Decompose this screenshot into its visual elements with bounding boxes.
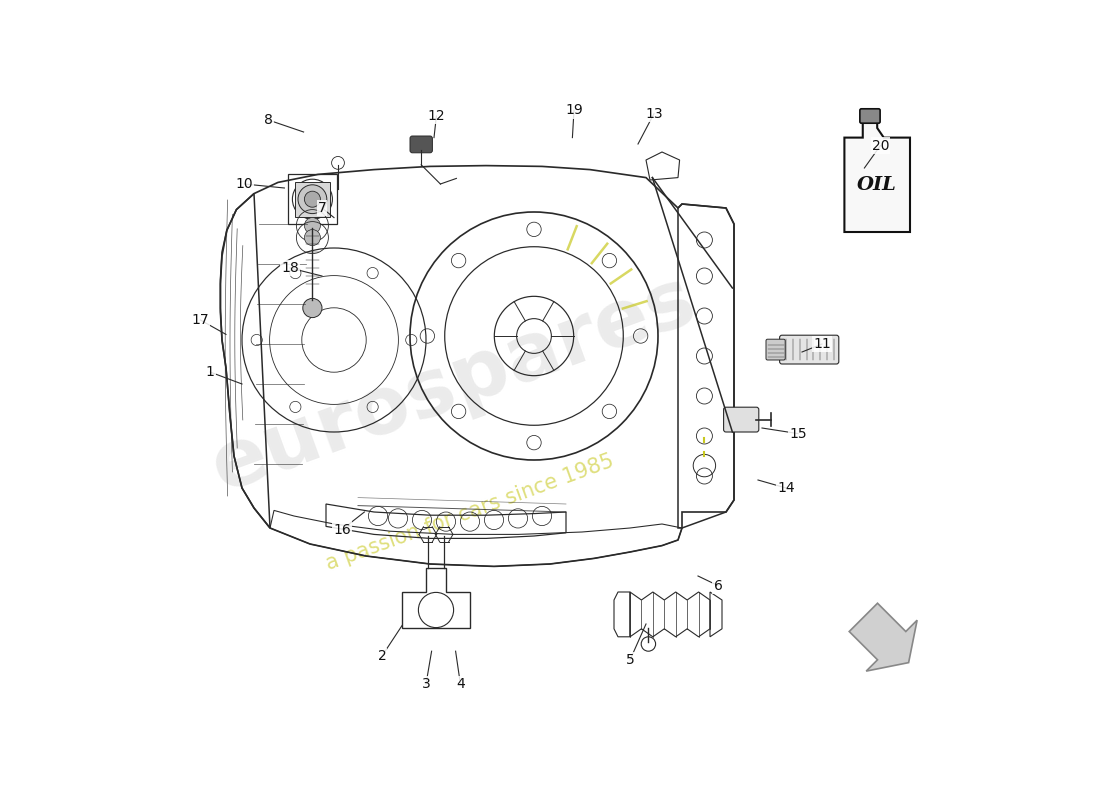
Polygon shape (845, 122, 910, 232)
FancyBboxPatch shape (780, 335, 839, 364)
Text: 12: 12 (428, 109, 446, 123)
Text: 1: 1 (206, 365, 214, 379)
FancyBboxPatch shape (724, 407, 759, 432)
Text: eurospares: eurospares (201, 260, 706, 508)
Text: 4: 4 (456, 677, 465, 691)
Text: a passion for cars since 1985: a passion for cars since 1985 (323, 450, 617, 574)
Text: 5: 5 (626, 653, 635, 667)
Text: 11: 11 (813, 337, 830, 351)
Text: 8: 8 (264, 113, 273, 127)
Polygon shape (849, 603, 917, 671)
Text: 20: 20 (871, 138, 889, 153)
Text: 19: 19 (565, 103, 583, 118)
Text: 16: 16 (333, 522, 351, 537)
Text: 7: 7 (318, 201, 327, 215)
Text: 2: 2 (377, 649, 386, 663)
Text: OIL: OIL (857, 176, 898, 194)
Text: 6: 6 (714, 578, 723, 593)
Circle shape (305, 218, 320, 234)
Bar (295, 182, 330, 217)
Text: 13: 13 (646, 106, 663, 121)
FancyBboxPatch shape (410, 136, 432, 153)
Circle shape (305, 191, 320, 207)
Text: 15: 15 (789, 426, 806, 441)
Circle shape (305, 230, 320, 246)
Text: 18: 18 (282, 261, 299, 275)
Text: 17: 17 (191, 313, 209, 327)
Text: 3: 3 (421, 677, 430, 691)
FancyBboxPatch shape (860, 109, 880, 123)
Circle shape (298, 185, 327, 214)
Circle shape (302, 298, 322, 318)
FancyBboxPatch shape (766, 339, 785, 360)
Text: 10: 10 (235, 177, 253, 191)
Text: 14: 14 (778, 481, 795, 495)
